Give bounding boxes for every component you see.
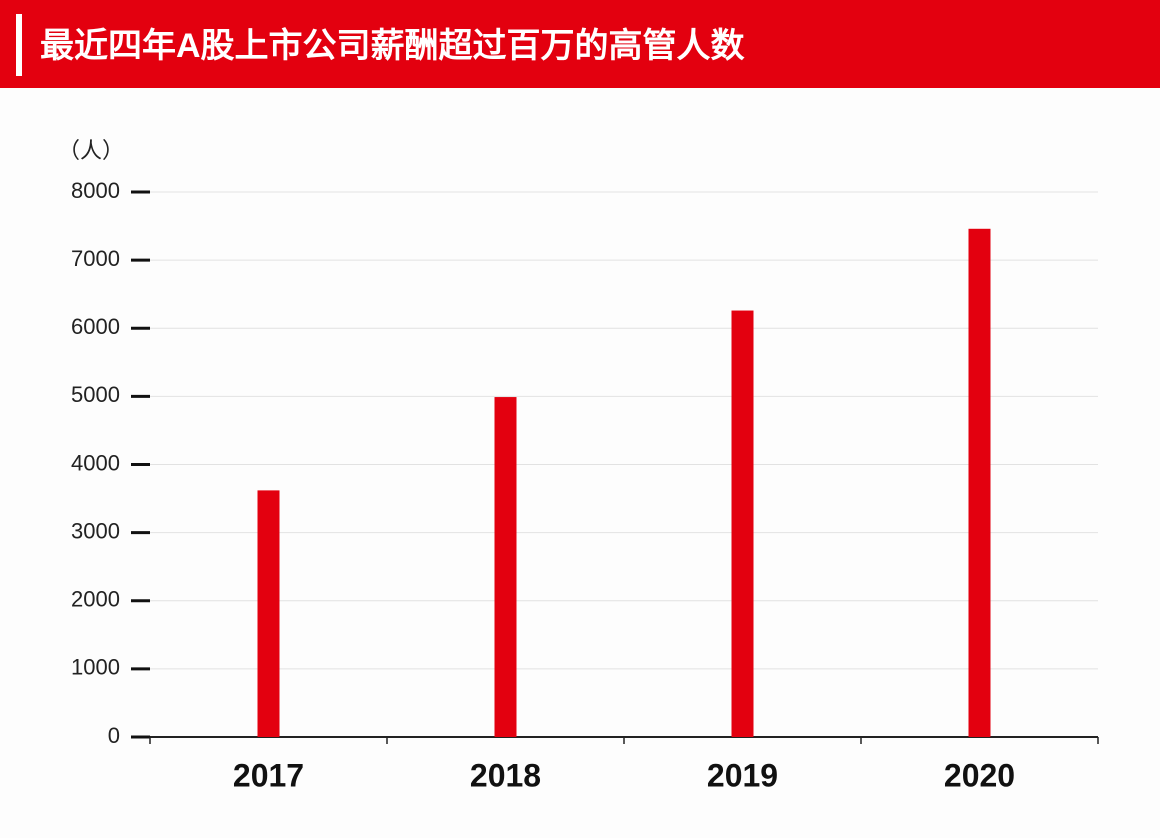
x-tick-label: 2020 xyxy=(944,757,1015,793)
y-tick-label: 0 xyxy=(108,723,120,748)
y-tick-label: 4000 xyxy=(71,450,120,475)
y-tick-label: 7000 xyxy=(71,246,120,271)
bar xyxy=(968,228,991,737)
y-tick-label: 1000 xyxy=(71,655,120,680)
x-tick-label: 2018 xyxy=(470,757,541,793)
bar xyxy=(257,490,280,737)
x-tick-label: 2019 xyxy=(707,757,778,793)
x-tick-label: 2017 xyxy=(233,757,304,793)
y-tick-label: 5000 xyxy=(71,382,120,407)
title-accent xyxy=(16,14,22,76)
title-bar xyxy=(0,0,1160,88)
y-tick-label: 3000 xyxy=(71,518,120,543)
y-tick-label: 2000 xyxy=(71,587,120,612)
y-tick-label: 6000 xyxy=(71,314,120,339)
chart-title: 最近四年A股上市公司薪酬超过百万的高管人数 xyxy=(40,26,745,65)
y-tick-label: 8000 xyxy=(71,178,120,203)
bar xyxy=(494,397,517,737)
y-axis-label: （人） xyxy=(58,138,124,163)
bar xyxy=(731,310,754,737)
